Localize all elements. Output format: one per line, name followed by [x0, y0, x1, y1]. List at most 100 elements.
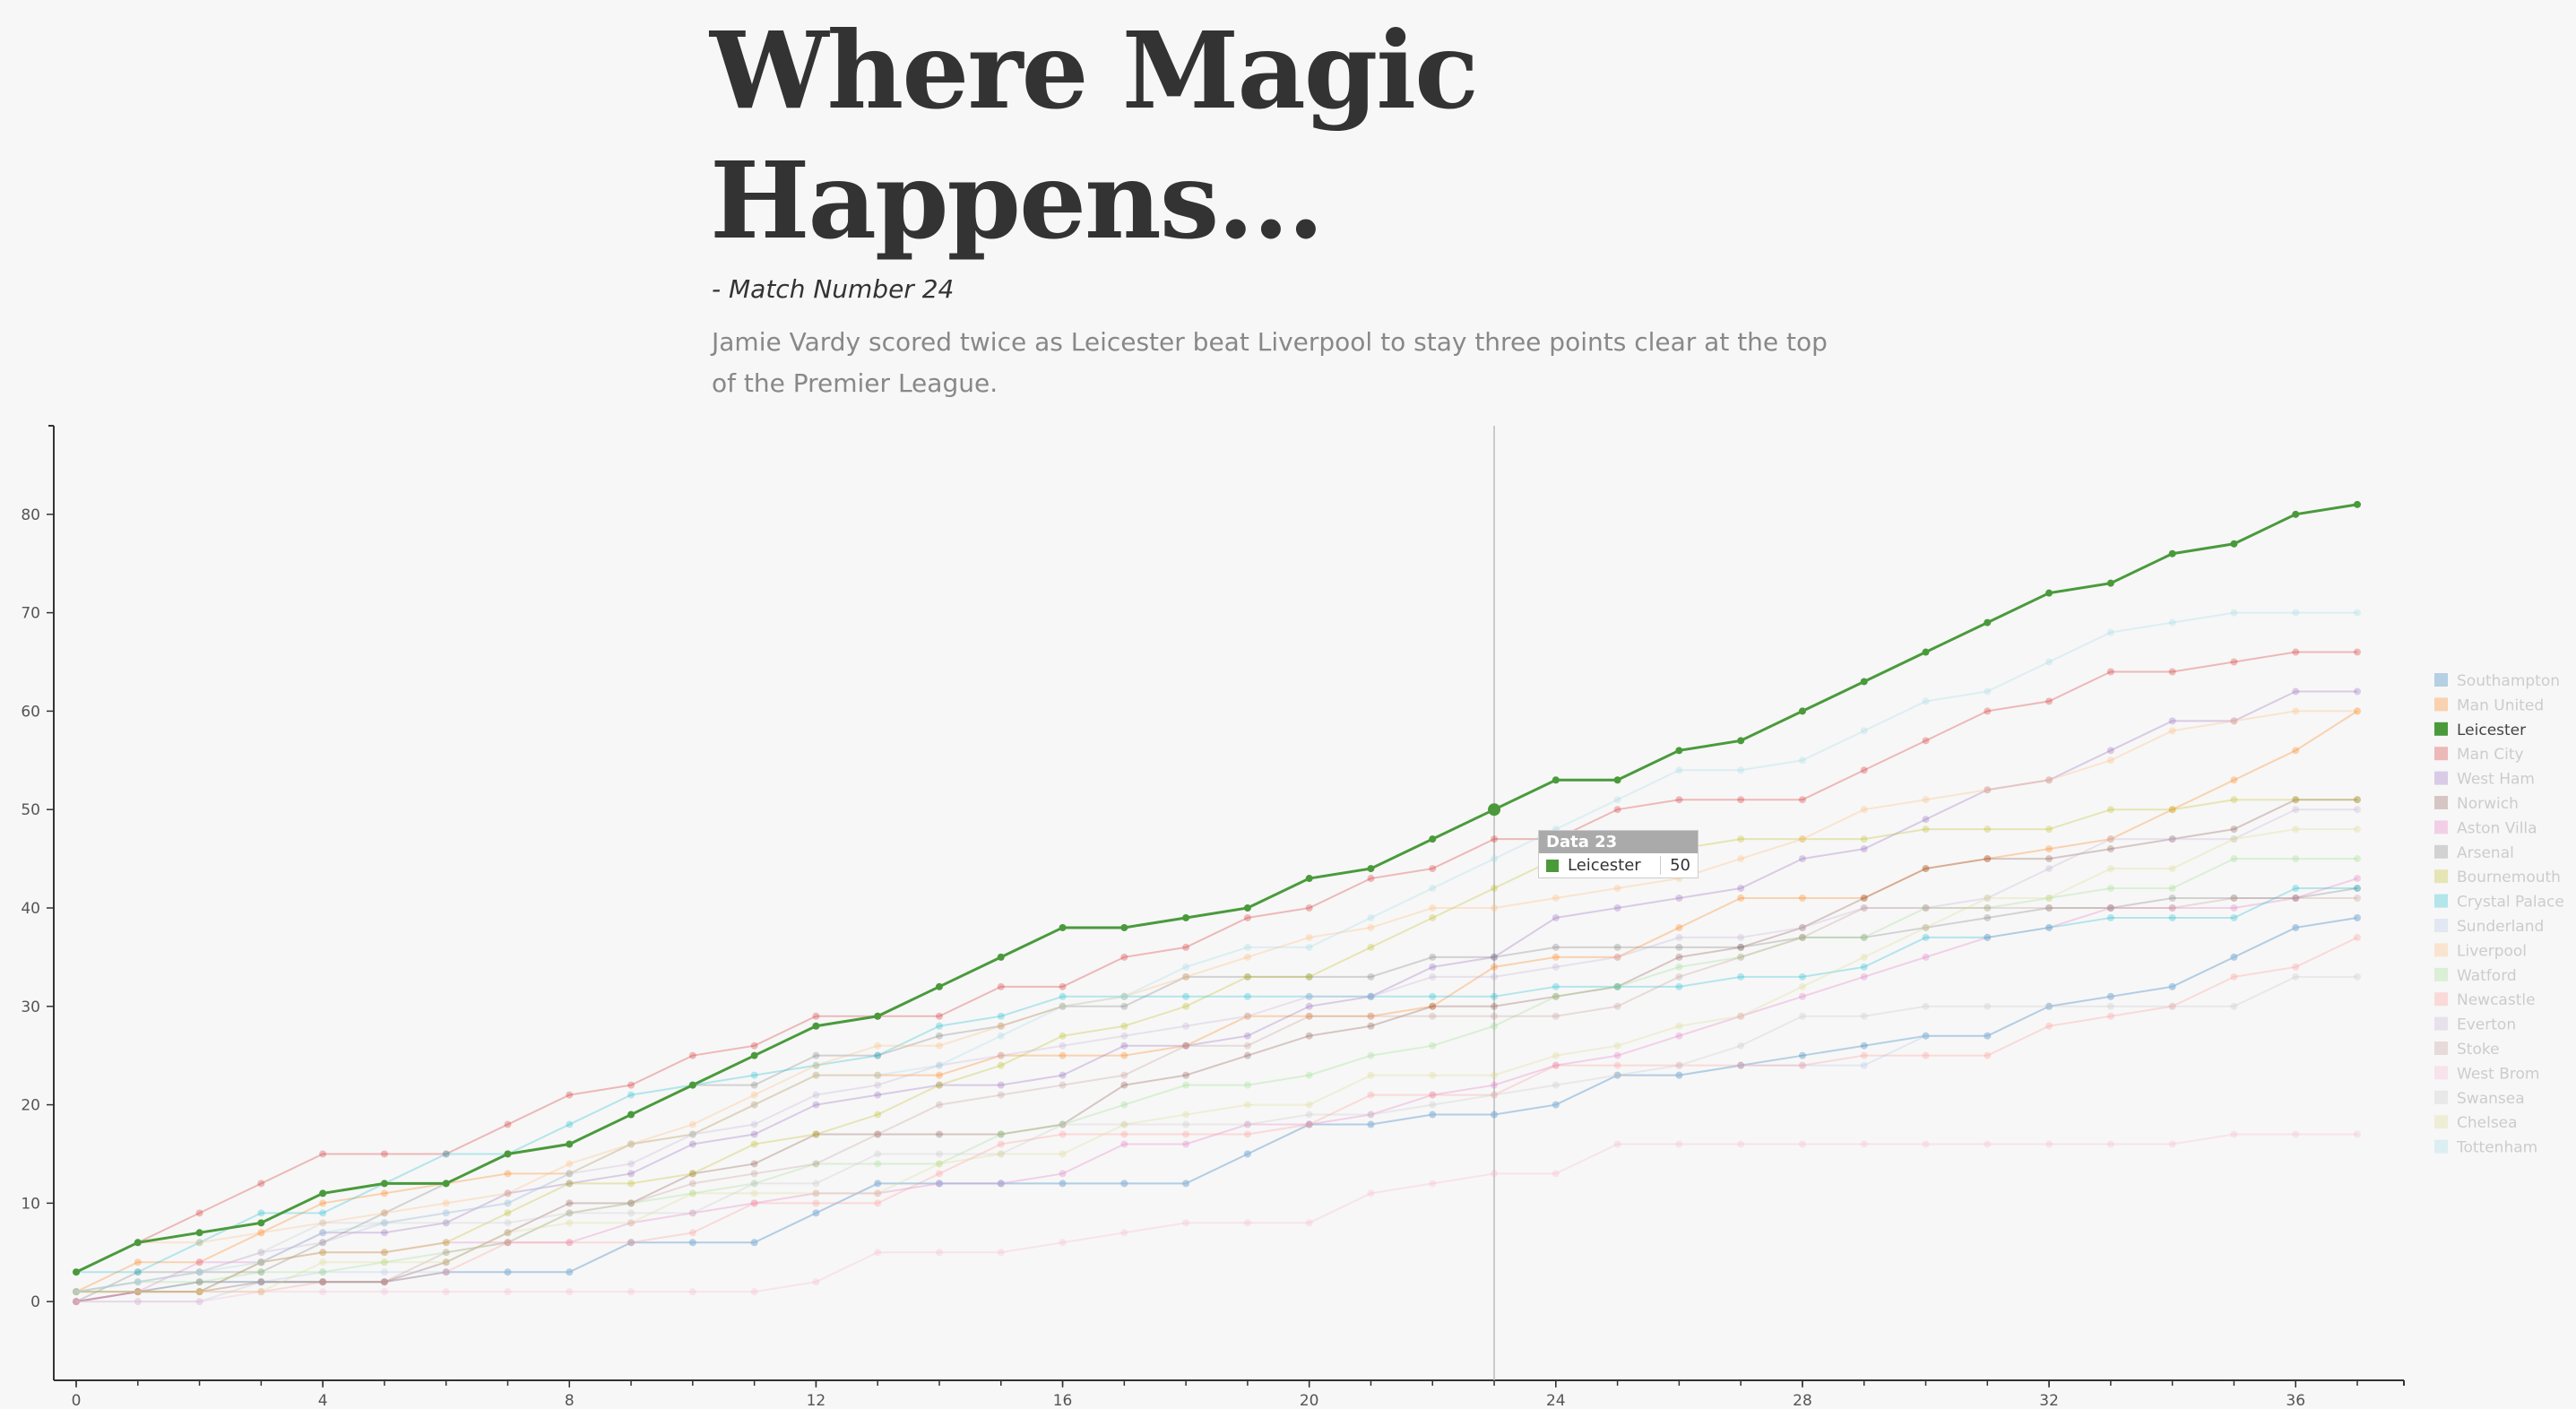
series-line-west-brom[interactable] — [76, 1133, 2357, 1303]
legend-swatch[interactable] — [2434, 919, 2448, 932]
series-line-man-city[interactable] — [75, 651, 2357, 1274]
data-point-everton — [1613, 953, 1621, 961]
data-point-bournemouth — [2230, 796, 2238, 804]
legend-item[interactable]: Sunderland — [2457, 918, 2544, 936]
legend-swatch[interactable] — [2434, 869, 2448, 884]
legend-swatch[interactable] — [2434, 992, 2448, 1007]
legend-item[interactable]: Man United — [2457, 696, 2544, 714]
legend-swatch[interactable] — [2434, 844, 2448, 859]
legend-item[interactable]: Crystal Palace — [2457, 894, 2564, 912]
data-point-leicester — [1243, 903, 1251, 912]
series-line-bournemouth[interactable] — [76, 799, 2357, 1293]
series-line-aston-villa[interactable] — [75, 877, 2358, 1303]
data-point-norwich — [874, 1130, 882, 1138]
data-point-swansea — [134, 1278, 142, 1286]
data-point-west-brom — [2168, 1140, 2176, 1148]
data-point-tottenham — [688, 1130, 696, 1138]
data-point-aston-villa — [257, 1258, 265, 1266]
legend-swatch[interactable] — [2434, 796, 2448, 809]
data-point-watford — [257, 1268, 265, 1276]
data-point-bournemouth — [2168, 806, 2176, 814]
series-line-leicester[interactable] — [75, 503, 2358, 1274]
series-line-arsenal[interactable] — [75, 887, 2358, 1303]
series-line-tottenham[interactable] — [75, 611, 2357, 1293]
data-point-man-united — [2292, 747, 2300, 755]
data-point-norwich — [2292, 796, 2300, 804]
legend-swatch[interactable] — [2434, 771, 2448, 785]
data-point-man-city — [566, 1091, 574, 1099]
legend-item[interactable]: Arsenal — [2457, 844, 2514, 862]
legend-swatch[interactable] — [2434, 1042, 2448, 1055]
legend-item[interactable]: West Ham — [2457, 771, 2535, 789]
legend-item[interactable]: Aston Villa — [2457, 819, 2537, 837]
data-point-leicester — [1429, 835, 1437, 843]
legend-swatch[interactable] — [2434, 747, 2448, 761]
data-point-tottenham — [134, 1278, 142, 1286]
data-point-chelsea — [2168, 865, 2176, 873]
series-line-crystal-palace[interactable] — [76, 887, 2357, 1274]
legend-swatch[interactable] — [2434, 722, 2448, 736]
data-point-west-brom — [134, 1298, 142, 1306]
legend-item[interactable]: Southampton — [2457, 672, 2560, 690]
legend-item[interactable]: Everton — [2457, 1016, 2516, 1034]
legend-swatch[interactable] — [2434, 1016, 2448, 1031]
series-line-chelsea[interactable] — [76, 828, 2357, 1293]
data-point-norwich — [380, 1278, 388, 1286]
legend-swatch[interactable] — [2434, 697, 2448, 712]
legend-item[interactable]: Man City — [2457, 746, 2524, 764]
data-point-everton — [134, 1278, 142, 1286]
series-line-everton[interactable] — [75, 808, 2357, 1293]
data-point-stoke — [566, 1209, 574, 1217]
legend-swatch[interactable] — [2434, 1115, 2448, 1129]
data-point-liverpool — [1491, 903, 1499, 912]
series-line-liverpool[interactable] — [75, 710, 2357, 1274]
data-point-swansea — [1182, 1120, 1190, 1128]
series-line-southampton[interactable] — [75, 916, 2358, 1303]
legend-swatch[interactable] — [2434, 1090, 2448, 1104]
legend-item[interactable]: Norwich — [2457, 795, 2519, 813]
legend-swatch[interactable] — [2434, 673, 2448, 687]
legend-swatch[interactable] — [2434, 943, 2448, 957]
data-point-swansea — [812, 1180, 820, 1188]
legend-item[interactable]: West Brom — [2457, 1065, 2539, 1083]
legend-item[interactable]: Stoke — [2457, 1041, 2500, 1059]
legend-item[interactable]: Bournemouth — [2457, 869, 2561, 886]
data-point-watford — [1182, 1081, 1190, 1089]
data-point-man-city — [195, 1209, 203, 1217]
data-point-everton — [935, 1061, 943, 1069]
legend-swatch[interactable] — [2434, 820, 2448, 834]
series-line-norwich[interactable] — [75, 799, 2357, 1303]
series-line-west-ham[interactable] — [76, 690, 2357, 1293]
legend-item[interactable]: Chelsea — [2457, 1114, 2518, 1132]
y-axis-tick-label: 70 — [21, 605, 40, 623]
data-point-sunderland — [1182, 1180, 1190, 1188]
series-line-swansea[interactable] — [75, 975, 2357, 1293]
series-line-watford[interactable] — [75, 858, 2357, 1293]
legend-item[interactable]: Newcastle — [2457, 991, 2536, 1009]
data-point-leicester — [627, 1111, 635, 1119]
legend-item[interactable]: Tottenham — [2456, 1139, 2537, 1157]
legend-swatch[interactable] — [2434, 894, 2448, 908]
legend-swatch[interactable] — [2434, 1139, 2448, 1154]
data-point-norwich — [1305, 1032, 1313, 1040]
legend-swatch[interactable] — [2434, 1066, 2448, 1080]
data-point-west-ham — [1305, 1002, 1313, 1010]
data-point-norwich — [1613, 982, 1621, 990]
series-line-newcastle[interactable] — [75, 937, 2358, 1303]
data-point-liverpool — [750, 1091, 758, 1099]
data-point-stoke — [627, 1199, 635, 1207]
series-line-man-united[interactable] — [75, 710, 2358, 1293]
legend-swatch[interactable] — [2434, 967, 2448, 981]
series-line-stoke[interactable] — [76, 897, 2357, 1293]
legend-item[interactable]: Watford — [2457, 967, 2517, 985]
data-point-watford — [1613, 982, 1621, 990]
data-point-chelsea — [1182, 1111, 1190, 1119]
data-point-crystal-palace — [1922, 933, 1930, 941]
data-point-liverpool — [1120, 992, 1128, 1000]
data-point-west-ham — [1552, 913, 1560, 921]
legend-item[interactable]: Leicester — [2457, 722, 2526, 739]
legend-item[interactable]: Swansea — [2457, 1090, 2525, 1108]
series-line-sunderland[interactable] — [76, 916, 2358, 1303]
legend-item[interactable]: Liverpool — [2457, 942, 2527, 960]
